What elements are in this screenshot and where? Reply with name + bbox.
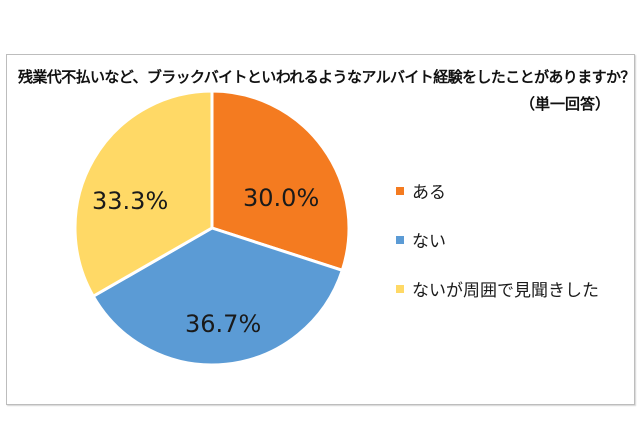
legend-swatch-orange (396, 186, 404, 195)
legend-swatch-yellow (396, 284, 404, 293)
slice-label-kenbun: 33.3% (92, 187, 169, 215)
legend-item-kenbun: ないが周囲で見聞きした (396, 264, 599, 313)
slice-label-nai: 36.7% (185, 310, 262, 338)
legend-label: ある (412, 183, 446, 203)
pie-slice (91, 226, 344, 367)
legend-item-nai: ない (396, 215, 599, 264)
pie-slice (210, 89, 351, 272)
chart-legend: ある ない ないが周囲で見聞きした (396, 166, 599, 313)
legend-swatch-blue (396, 235, 404, 244)
pie-slice (73, 89, 214, 298)
legend-label: ないが周囲で見聞きした (412, 281, 599, 301)
chart-subtitle: （単一回答） (519, 95, 610, 113)
chart-title: 残業代不払いなど、ブラックバイトといわれるようなアルバイト経験をしたことがありま… (18, 68, 635, 86)
slice-label-aru: 30.0% (243, 184, 320, 212)
legend-item-aru: ある (396, 166, 599, 215)
legend-label: ない (412, 232, 446, 252)
